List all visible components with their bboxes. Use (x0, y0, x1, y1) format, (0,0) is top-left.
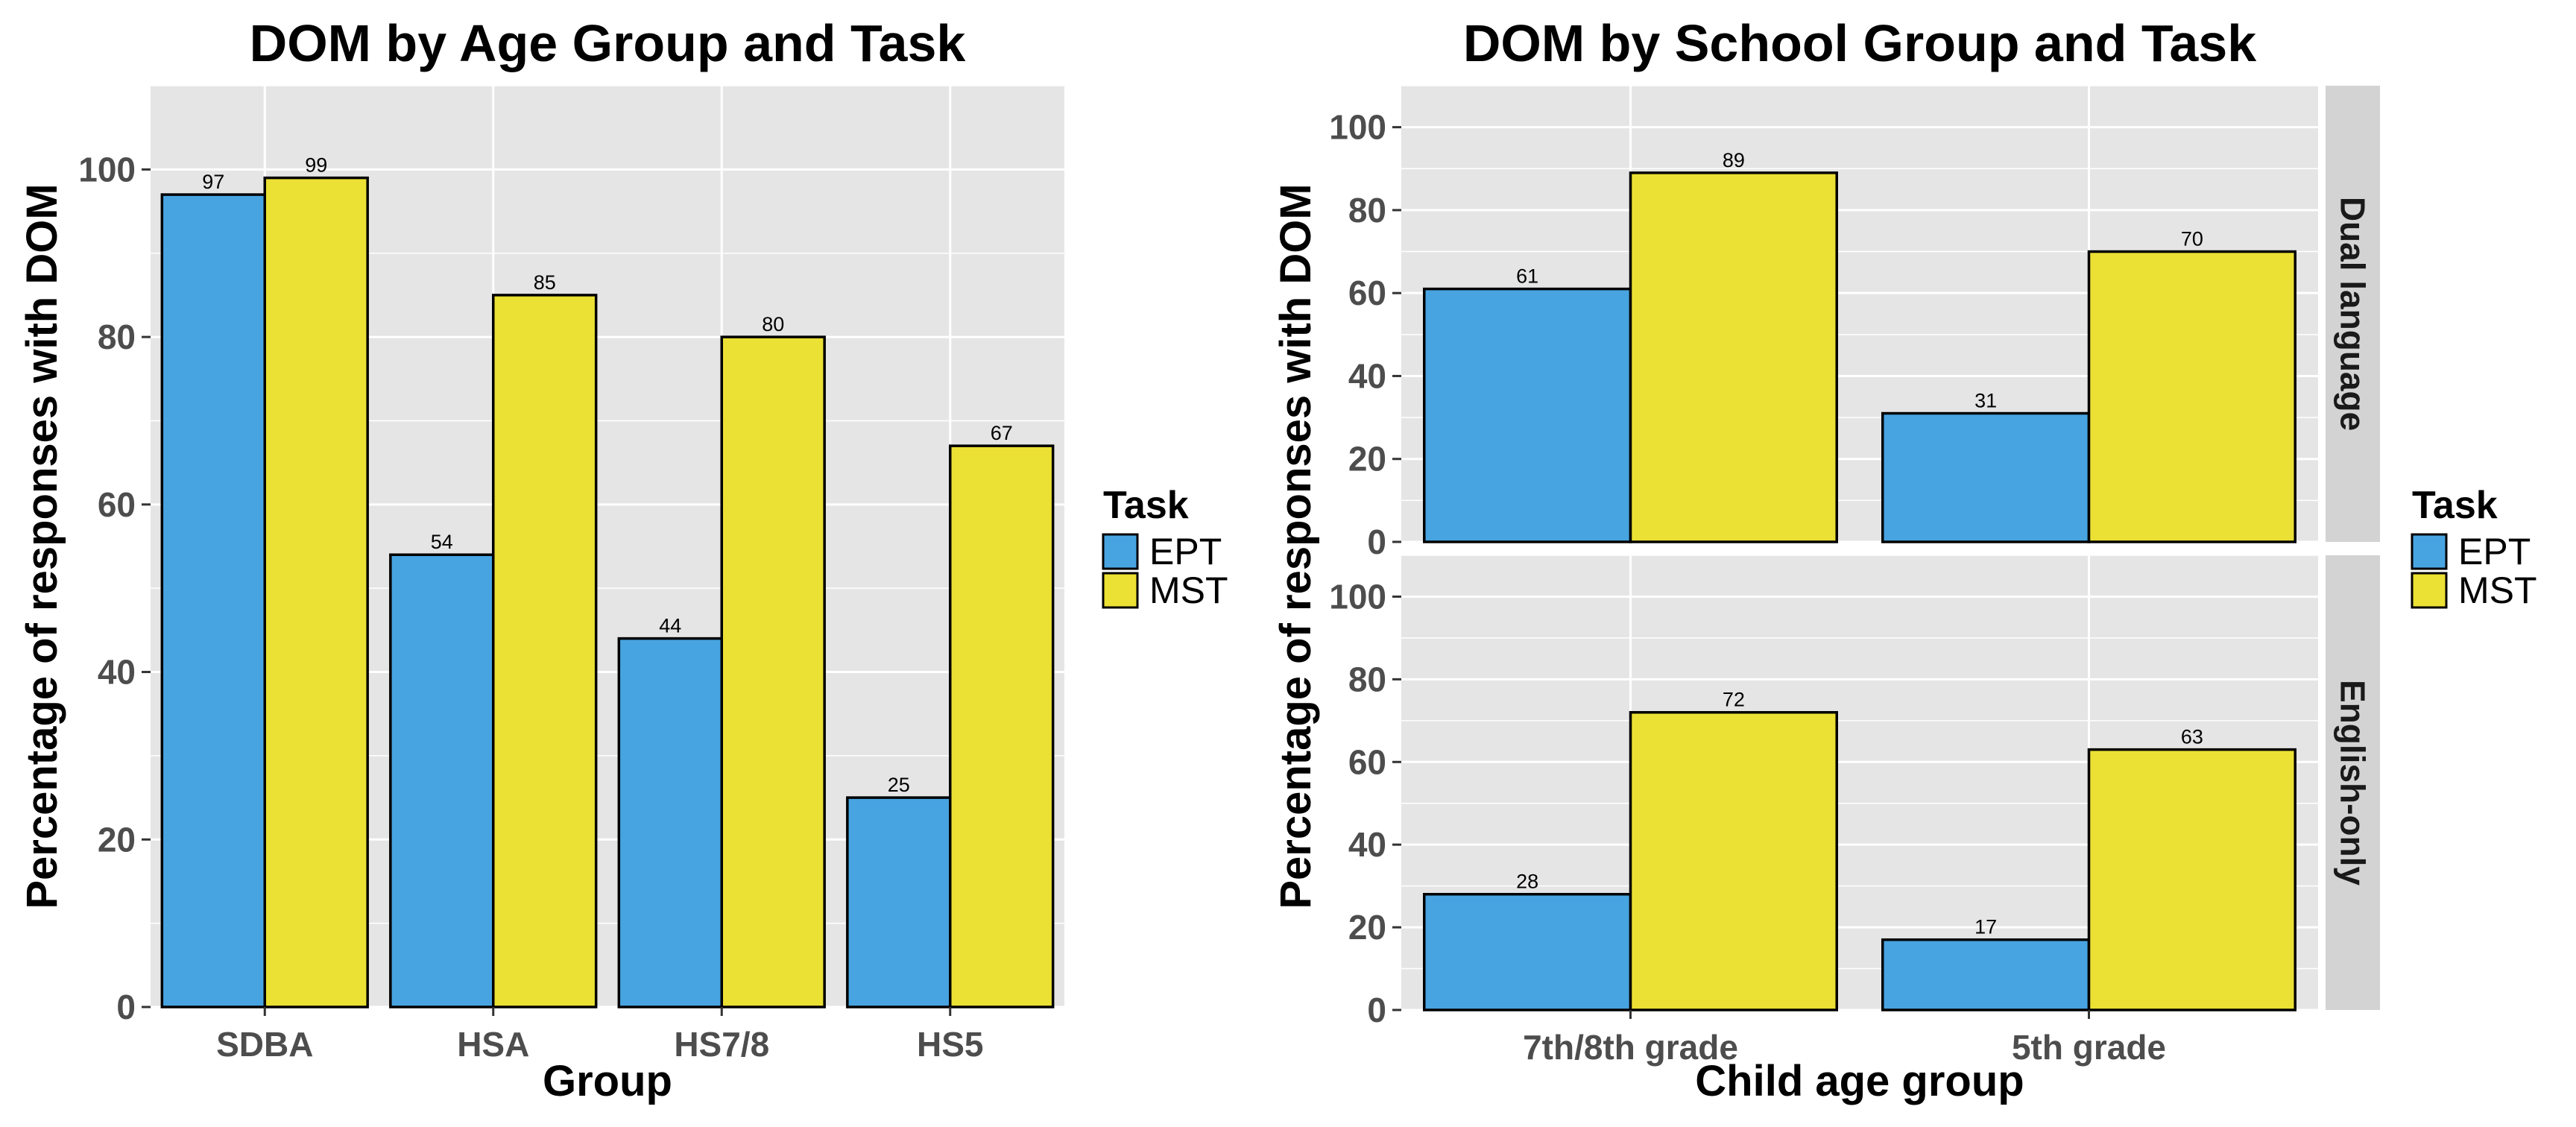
age-x-tick-label: HS7/8 (674, 1025, 769, 1064)
age-y-tick-label: 20 (98, 820, 136, 859)
school-dual-language-y-tick-label: 40 (1348, 356, 1386, 395)
age-data-label: 54 (431, 531, 453, 553)
age-x-axis-title: Group (543, 1057, 672, 1105)
age-bar-ept-hsa (389, 553, 495, 1008)
age-data-label: 44 (659, 615, 681, 637)
age-legend-key-mst (1102, 572, 1139, 609)
age-legend-key-ept (1102, 533, 1139, 570)
school-legend-label: MST (2458, 569, 2537, 611)
school-english-only-data-label: 63 (2181, 726, 2203, 748)
school-chart-title: DOM by School Group and Task (1463, 14, 2256, 72)
age-bar-ept-hs5 (846, 796, 952, 1008)
school-legend-key-ept (2411, 533, 2448, 570)
age-y-tick-label: 40 (98, 653, 136, 692)
school-dual-language-bar-ept-7th-8th-grade (1423, 287, 1632, 543)
school-dual-language-y-tick-label: 100 (1329, 108, 1386, 147)
age-bar-mst-hs5 (949, 444, 1055, 1008)
school-english-only-data-label: 17 (1974, 916, 1997, 938)
school-english-only-data-label: 72 (1723, 689, 1745, 711)
school-dual-language-y-tick-label: 20 (1348, 440, 1386, 479)
school-english-only-y-tick-label: 0 (1367, 991, 1386, 1029)
age-data-label: 99 (305, 154, 327, 177)
school-english-only-facet-strip (2326, 555, 2380, 1010)
school-english-only-y-tick-label: 40 (1348, 825, 1386, 864)
school-x-axis-title: Child age group (1695, 1057, 2024, 1105)
school-english-only-bar-ept-7th-8th-grade (1423, 892, 1632, 1011)
age-x-tick-label: HS5 (917, 1025, 983, 1064)
age-y-tick-label: 100 (78, 150, 136, 189)
school-english-only-y-tick-label: 100 (1329, 577, 1386, 616)
school-dual-language-y-tick-label: 80 (1348, 191, 1386, 230)
school-english-only-bar-ept-5th-grade (1881, 938, 2091, 1011)
school-legend-key-mst (2411, 572, 2448, 609)
school-legend-label: EPT (2458, 531, 2531, 572)
school-dual-language-data-label: 89 (1723, 149, 1745, 171)
age-data-label: 80 (762, 313, 784, 335)
age-data-label: 25 (888, 774, 910, 796)
school-dual-language-data-label: 31 (1974, 390, 1997, 412)
school-dual-language-y-tick-label: 60 (1348, 274, 1386, 312)
age-bar-ept-sdba (160, 193, 266, 1008)
school-english-only-data-label: 28 (1516, 871, 1538, 893)
school-english-only-y-tick-label: 20 (1348, 908, 1386, 947)
school-dual-language-bar-ept-5th-grade (1881, 411, 2091, 543)
age-y-tick-label: 80 (98, 318, 136, 356)
age-y-axis-title: Percentage of responses with DOM (18, 183, 66, 909)
age-y-tick-label: 0 (116, 988, 136, 1026)
age-x-tick-label: HSA (457, 1025, 529, 1064)
school-english-only-facet-label: English-only (2334, 680, 2373, 886)
school-english-only-y-tick-label: 60 (1348, 742, 1386, 781)
age-data-label: 67 (991, 422, 1013, 444)
age-legend-title: Task (1103, 484, 1189, 527)
age-legend-label: EPT (1149, 531, 1222, 572)
age-bar-mst-hsa (492, 294, 598, 1008)
age-y-tick-label: 60 (98, 485, 136, 524)
school-dual-language-data-label: 70 (2181, 228, 2203, 250)
school-dual-language-facet-label: Dual language (2334, 197, 2373, 431)
school-y-axis-title: Percentage of responses with DOM (1272, 183, 1320, 909)
school-dual-language-y-tick-label: 0 (1367, 523, 1386, 561)
school-dual-language-bar-mst-7th-8th-grade (1629, 171, 1838, 543)
age-data-label: 85 (534, 271, 556, 294)
age-bar-mst-hs7-8 (720, 335, 826, 1008)
school-dual-language-facet-strip (2326, 86, 2380, 542)
school-english-only-bar-mst-7th-8th-grade (1629, 710, 1838, 1011)
age-data-label: 97 (202, 171, 224, 193)
age-legend-label: MST (1149, 569, 1228, 611)
age-bar-mst-sdba (263, 176, 369, 1008)
age-x-tick-label: SDBA (216, 1025, 313, 1064)
school-english-only-y-tick-label: 80 (1348, 660, 1386, 698)
school-dual-language-bar-mst-5th-grade (2087, 250, 2296, 543)
school-dual-language-data-label: 61 (1516, 265, 1538, 288)
school-x-tick-label: 7th/8th grade (1523, 1028, 1738, 1067)
school-x-tick-label: 5th grade (2012, 1028, 2166, 1067)
school-english-only-bar-mst-5th-grade (2087, 748, 2296, 1011)
age-chart-title: DOM by Age Group and Task (250, 14, 966, 72)
school-legend-title: Task (2412, 484, 2498, 527)
age-bar-ept-hs7-8 (617, 637, 724, 1008)
